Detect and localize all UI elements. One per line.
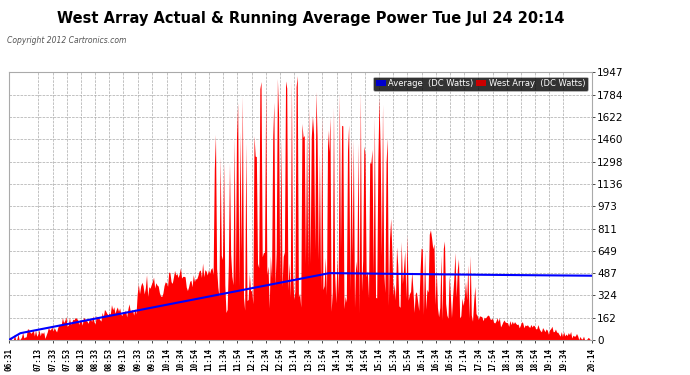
Text: Copyright 2012 Cartronics.com: Copyright 2012 Cartronics.com bbox=[7, 36, 126, 45]
Text: West Array Actual & Running Average Power Tue Jul 24 20:14: West Array Actual & Running Average Powe… bbox=[57, 11, 564, 26]
Legend: Average  (DC Watts), West Array  (DC Watts): Average (DC Watts), West Array (DC Watts… bbox=[373, 76, 587, 90]
